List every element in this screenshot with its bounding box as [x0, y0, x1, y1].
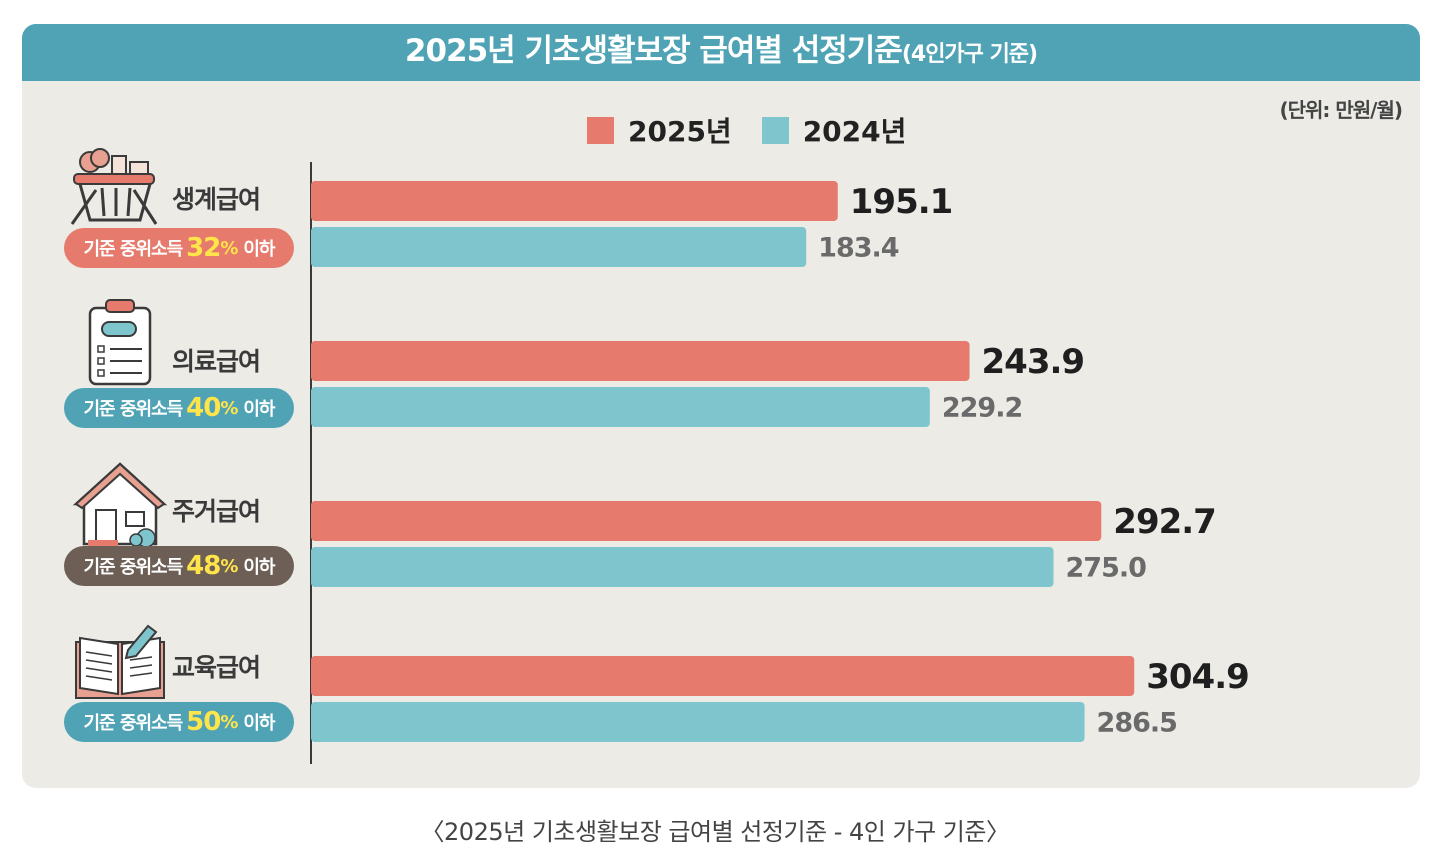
- pill-suffix-3: 이하: [243, 557, 275, 578]
- bar-2025-2: [311, 341, 970, 381]
- unit-label: (단위: 만원/월): [1279, 98, 1403, 122]
- bar-2025-4: [311, 656, 1135, 696]
- legend-item-2024: 2024년: [761, 110, 907, 150]
- bar-label-2024-3: 275.0: [1066, 553, 1147, 584]
- bar-2025-1: [311, 181, 838, 221]
- bar-label-2025-2: 243.9: [982, 342, 1085, 382]
- pill-percent-1: 32: [186, 233, 221, 263]
- pill-percent-sign-1: %: [220, 237, 238, 259]
- pill-suffix-4: 이하: [243, 713, 275, 734]
- legend-label-2024: 2024년: [802, 115, 907, 148]
- bars-group: 195.1 183.4 243.9 229.2 292.7 275.0 304.9 286.5: [311, 181, 1250, 742]
- criterion-pill-2: 기준 중위소득 40% 이하: [64, 388, 294, 428]
- pill-percent-3: 48: [186, 551, 221, 581]
- bar-2024-2: [311, 387, 930, 427]
- bar-label-2025-1: 195.1: [850, 182, 953, 222]
- category-name-3: 주거급여: [172, 497, 261, 526]
- legend-swatch-2024: [761, 116, 789, 144]
- pill-percent-sign-3: %: [220, 555, 238, 577]
- pill-percent-sign-2: %: [220, 397, 238, 419]
- basket-icon: [70, 148, 158, 225]
- legend-label-2025: 2025년: [628, 115, 732, 148]
- house-icon: [72, 462, 168, 546]
- book-icon: [75, 624, 165, 699]
- bar-label-2025-3: 292.7: [1113, 502, 1216, 542]
- category-name-1: 생계급여: [172, 185, 261, 214]
- pill-percent-sign-4: %: [220, 711, 238, 733]
- clipboard-icon: [88, 299, 152, 386]
- chart-title: 2025년 기초생활보장 급여별 선정기준: [404, 33, 903, 69]
- bar-2025-3: [311, 501, 1102, 541]
- pill-prefix-4: 기준 중위소득: [83, 713, 184, 734]
- category-name-4: 교육급여: [172, 653, 261, 682]
- pill-percent-4: 50: [186, 707, 221, 737]
- pill-prefix-3: 기준 중위소득: [83, 557, 184, 578]
- pill-prefix-2: 기준 중위소득: [83, 399, 184, 420]
- bar-2024-3: [311, 547, 1054, 587]
- bar-chart: 195.1 183.4 243.9 229.2 292.7 275.0 304.9 286.5: [310, 162, 1250, 764]
- pill-prefix-1: 기준 중위소득: [83, 239, 184, 260]
- bar-2024-4: [311, 702, 1085, 742]
- criterion-pill-3: 기준 중위소득 48% 이하: [64, 546, 294, 586]
- pill-percent-2: 40: [186, 393, 221, 423]
- bar-label-2024-1: 183.4: [818, 233, 899, 264]
- criterion-pill-1: 기준 중위소득 32% 이하: [64, 228, 294, 268]
- legend-item-2025: 2025년: [587, 110, 732, 150]
- legend-swatch-2025: [587, 116, 614, 144]
- criterion-pill-4: 기준 중위소득 50% 이하: [64, 702, 294, 742]
- bar-2024-1: [311, 227, 807, 267]
- bar-label-2024-2: 229.2: [942, 393, 1022, 424]
- infographic-card: 2025년 기초생활보장 급여별 선정기준(4인가구 기준) (단위: 만원/월…: [22, 24, 1420, 788]
- chart-header: 2025년 기초생활보장 급여별 선정기준(4인가구 기준): [22, 24, 1420, 81]
- bar-label-2025-4: 304.9: [1146, 657, 1249, 697]
- category-name-2: 의료급여: [172, 347, 261, 376]
- pill-suffix-2: 이하: [243, 399, 275, 420]
- bar-label-2024-4: 286.5: [1097, 708, 1177, 739]
- figure-caption: 〈2025년 기초생활보장 급여별 선정기준 - 4인 가구 기준〉: [420, 818, 1010, 846]
- legend: 2025년 2024년: [587, 110, 936, 150]
- pill-suffix-1: 이하: [243, 239, 275, 260]
- chart-subtitle: (4인가구 기준): [901, 42, 1038, 67]
